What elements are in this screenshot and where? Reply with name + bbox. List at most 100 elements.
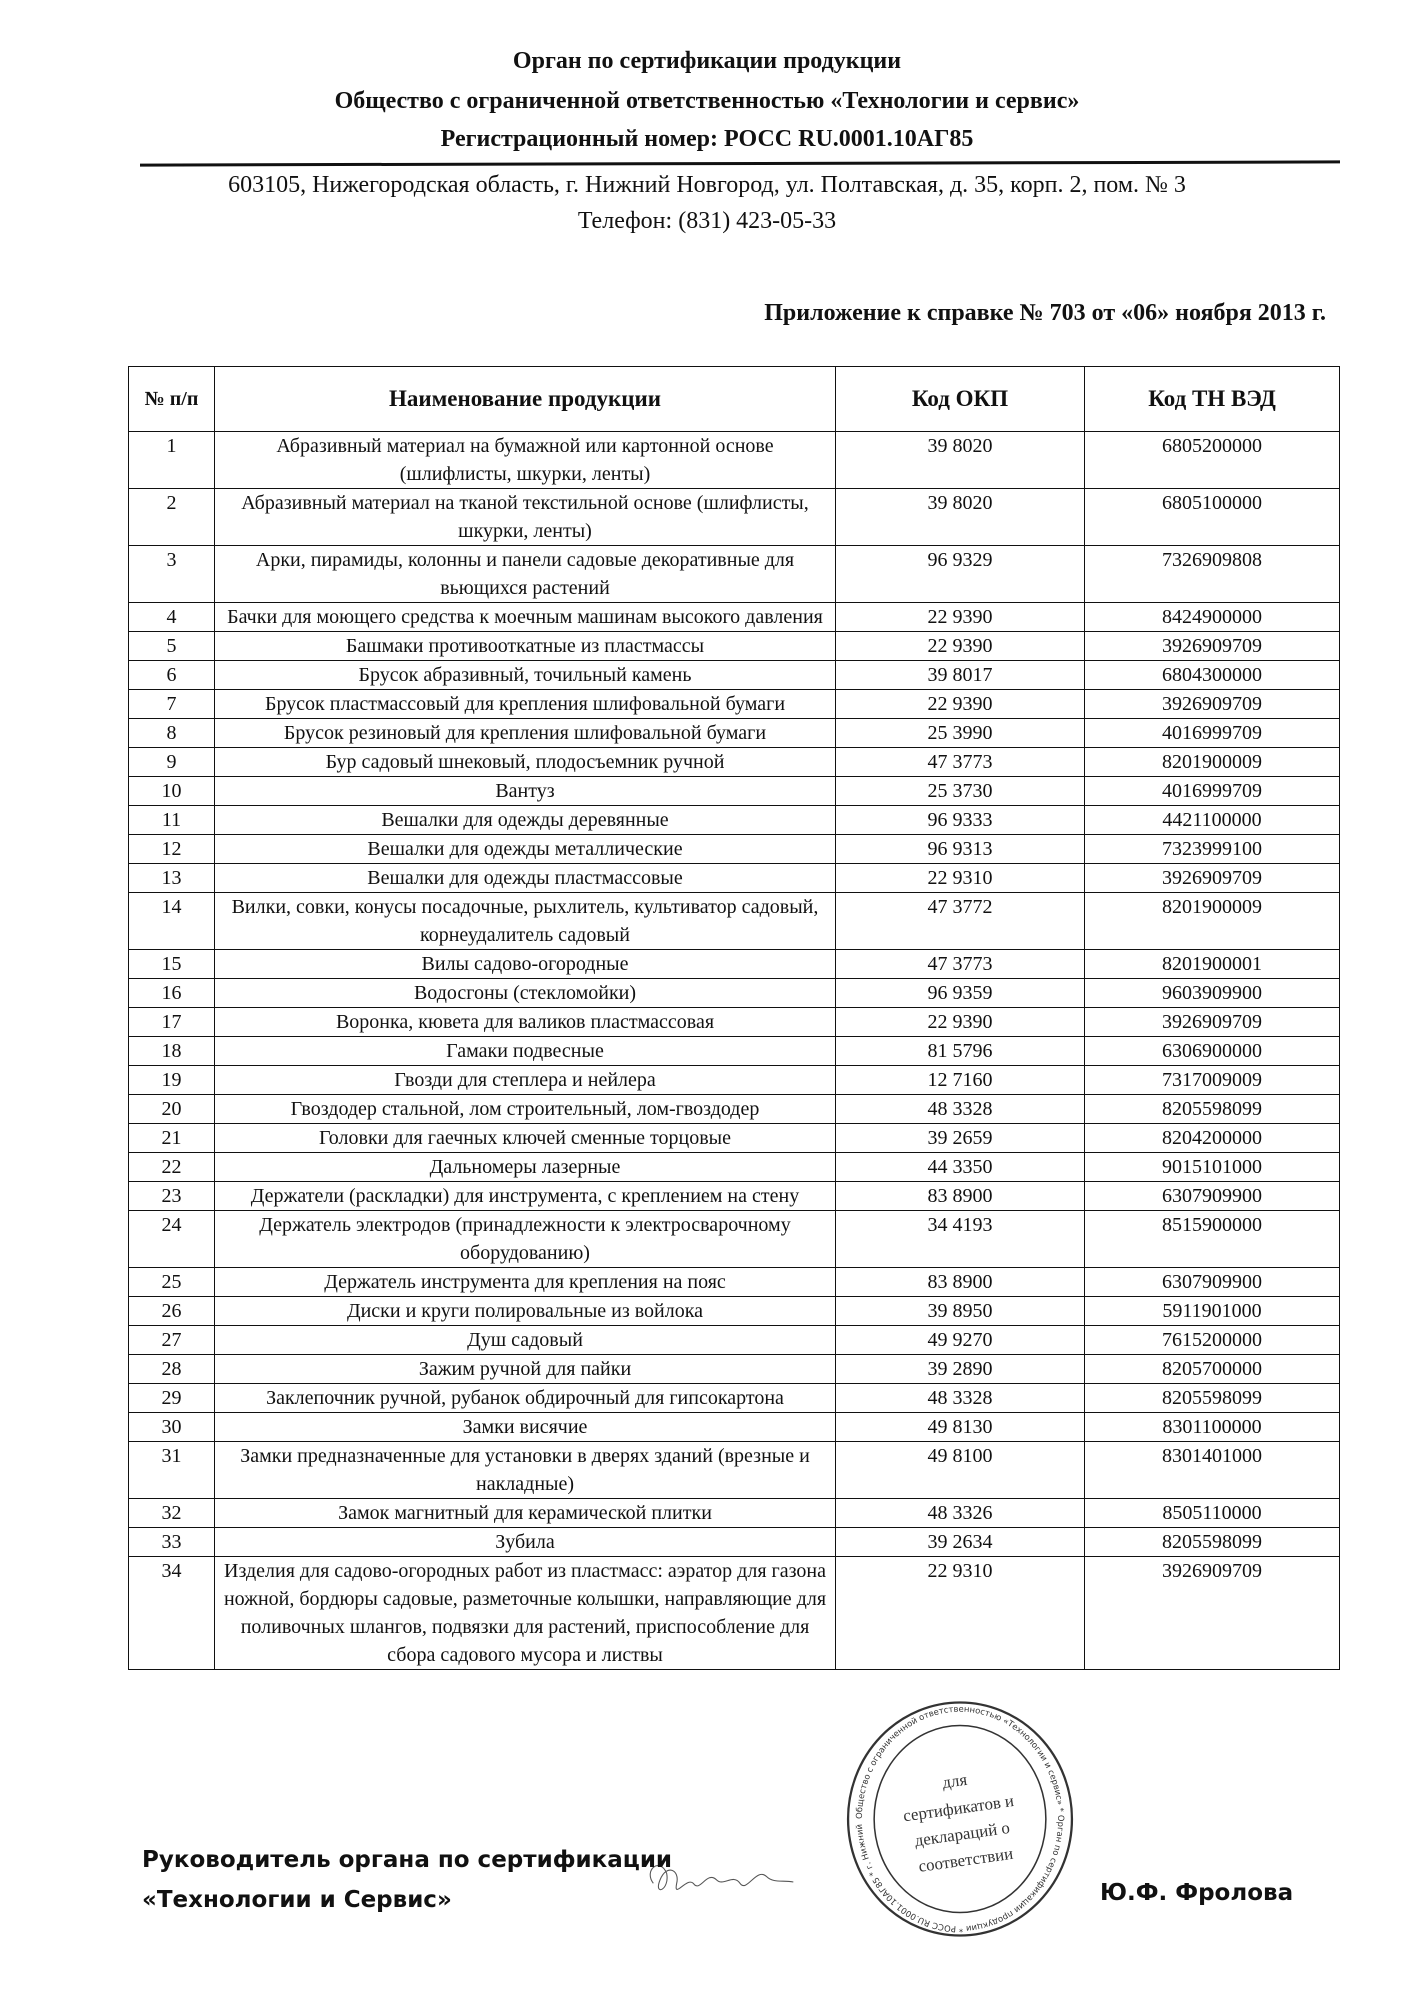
appendix-title: Приложение к справке № 703 от «06» ноябр… <box>764 300 1326 326</box>
tnved-code: 8515900000 <box>1084 1210 1340 1268</box>
row-number: 26 <box>128 1296 215 1326</box>
table-row: 8 Брусок резиновый для крепления шлифовал… <box>128 718 1340 748</box>
okp-code: 22 9390 <box>835 1007 1085 1037</box>
okp-code: 39 8950 <box>835 1296 1085 1326</box>
table-row: 7 Брусок пластмассовый для крепления шлиф… <box>128 689 1340 719</box>
row-number: 31 <box>128 1441 215 1499</box>
column-header-number: № п/п <box>128 366 215 432</box>
table-row: 1 Абразивный материал на бумажной или кар… <box>128 431 1340 489</box>
tnved-code: 4016999709 <box>1084 718 1340 748</box>
signatory-position-line1: Руководитель органа по сертификации <box>142 1847 673 1873</box>
row-number: 21 <box>128 1123 215 1153</box>
table-row: 22 Дальномеры лазерные 44 3350 9015101000 <box>128 1152 1340 1182</box>
tnved-code: 3926909709 <box>1084 689 1340 719</box>
product-name: Заклепочник ручной, рубанок обдирочный д… <box>214 1383 836 1413</box>
okp-code: 25 3730 <box>835 776 1085 806</box>
signature <box>649 1865 794 1891</box>
table-row: 13 Вешалки для одежды пластмассовые 22 931… <box>128 863 1340 893</box>
table-row: 5 Башмаки противооткатные из пластмассы 22… <box>128 631 1340 661</box>
tnved-code: 7615200000 <box>1084 1325 1340 1355</box>
row-number: 13 <box>128 863 215 893</box>
okp-code: 34 4193 <box>835 1210 1085 1268</box>
row-number: 7 <box>128 689 215 719</box>
product-name: Бачки для моющего средства к моечным маш… <box>214 602 836 632</box>
table-row: 11 Вешалки для одежды деревянные 96 9333 44… <box>128 805 1340 835</box>
tnved-code: 6306900000 <box>1084 1036 1340 1066</box>
products-table: № п/п Наименование продукции Код ОКП Код… <box>128 366 1340 1670</box>
tnved-code: 8205598099 <box>1084 1527 1340 1557</box>
header-org-name: Общество с ограниченной ответственностью… <box>334 88 1080 114</box>
tnved-code: 6307909900 <box>1084 1267 1340 1297</box>
product-name: Вешалки для одежды деревянные <box>214 805 836 835</box>
product-name: Диски и круги полировальные из войлока <box>214 1296 836 1326</box>
tnved-code: 4016999709 <box>1084 776 1340 806</box>
product-name: Вилы садово-огородные <box>214 949 836 979</box>
okp-code: 49 9270 <box>835 1325 1085 1355</box>
okp-code: 39 8020 <box>835 488 1085 546</box>
row-number: 4 <box>128 602 215 632</box>
product-name: Брусок пластмассовый для крепления шлифо… <box>214 689 836 719</box>
product-name: Держатели (раскладки) для инструмента, с… <box>214 1181 836 1211</box>
table-row: 27 Душ садовый 49 9270 7615200000 <box>128 1325 1340 1355</box>
row-number: 27 <box>128 1325 215 1355</box>
product-name: Гвозди для степлера и нейлера <box>214 1065 836 1095</box>
okp-code: 49 8130 <box>835 1412 1085 1442</box>
tnved-code: 8505110000 <box>1084 1498 1340 1528</box>
row-number: 16 <box>128 978 215 1008</box>
product-name: Дальномеры лазерные <box>214 1152 836 1182</box>
product-name: Держатель электродов (принадлежности к э… <box>214 1210 836 1268</box>
tnved-code: 8205598099 <box>1084 1094 1340 1124</box>
signatory-position: Руководитель органа по сертификации «Тех… <box>142 1840 672 1920</box>
row-number: 1 <box>128 431 215 489</box>
table-row: 21 Головки для гаечных ключей сменные тор… <box>128 1123 1340 1153</box>
table-row: 10 Вантуз 25 3730 4016999709 <box>128 776 1340 806</box>
table-row: 12 Вешалки для одежды металлические 96 931… <box>128 834 1340 864</box>
product-name: Гвоздодер стальной, лом строительный, ло… <box>214 1094 836 1124</box>
product-name: Абразивный материал на тканой текстильно… <box>214 488 836 546</box>
tnved-code: 6804300000 <box>1084 660 1340 690</box>
tnved-code: 6805200000 <box>1084 431 1340 489</box>
okp-code: 22 9310 <box>835 863 1085 893</box>
table-row: 4 Бачки для моющего средства к моечным ма… <box>128 602 1340 632</box>
row-number: 22 <box>128 1152 215 1182</box>
okp-code: 22 9390 <box>835 602 1085 632</box>
row-number: 28 <box>128 1354 215 1384</box>
table-row: 25 Держатель инструмента для крепления на… <box>128 1267 1340 1297</box>
table-row: 28 Зажим ручной для пайки 39 2890 820570000… <box>128 1354 1340 1384</box>
row-number: 12 <box>128 834 215 864</box>
okp-code: 22 9390 <box>835 689 1085 719</box>
table-row: 3 Арки, пирамиды, колонны и панели садовы… <box>128 545 1340 603</box>
column-header-tnved: Код ТН ВЭД <box>1084 366 1340 432</box>
okp-code: 47 3773 <box>835 949 1085 979</box>
row-number: 15 <box>128 949 215 979</box>
tnved-code: 7323999100 <box>1084 834 1340 864</box>
table-row: 18 Гамаки подвесные 81 5796 6306900000 <box>128 1036 1340 1066</box>
product-name: Арки, пирамиды, колонны и панели садовые… <box>214 545 836 603</box>
row-number: 34 <box>128 1556 215 1670</box>
okp-code: 22 9310 <box>835 1556 1085 1670</box>
product-name: Душ садовый <box>214 1325 836 1355</box>
table-row: 14 Вилки, совки, конусы посадочные, рыхли… <box>128 892 1340 950</box>
product-name: Водосгоны (стекломойки) <box>214 978 836 1008</box>
okp-code: 47 3773 <box>835 747 1085 777</box>
row-number: 17 <box>128 1007 215 1037</box>
okp-code: 39 8020 <box>835 431 1085 489</box>
tnved-code: 8201900001 <box>1084 949 1340 979</box>
product-name: Зажим ручной для пайки <box>214 1354 836 1384</box>
table-row: 6 Брусок абразивный, точильный камень 39 8… <box>128 660 1340 690</box>
tnved-code: 7326909808 <box>1084 545 1340 603</box>
row-number: 23 <box>128 1181 215 1211</box>
stamp-inner-text-1: для <box>941 1770 968 1792</box>
row-number: 11 <box>128 805 215 835</box>
tnved-code: 3926909709 <box>1084 1007 1340 1037</box>
tnved-code: 7317009009 <box>1084 1065 1340 1095</box>
certification-stamp: Общество с ограниченной ответственностью… <box>845 1700 1074 1937</box>
product-name: Абразивный материал на бумажной или карт… <box>214 431 836 489</box>
signatory-position-line2: «Технологии и Сервис» <box>142 1887 452 1913</box>
table-row: 20 Гвоздодер стальной, лом строительный, … <box>128 1094 1340 1124</box>
table-row: 33 Зубила 39 2634 8205598099 <box>128 1527 1340 1557</box>
product-name: Вешалки для одежды пластмассовые <box>214 863 836 893</box>
product-name: Держатель инструмента для крепления на п… <box>214 1267 836 1297</box>
okp-code: 49 8100 <box>835 1441 1085 1499</box>
tnved-code: 5911901000 <box>1084 1296 1340 1326</box>
